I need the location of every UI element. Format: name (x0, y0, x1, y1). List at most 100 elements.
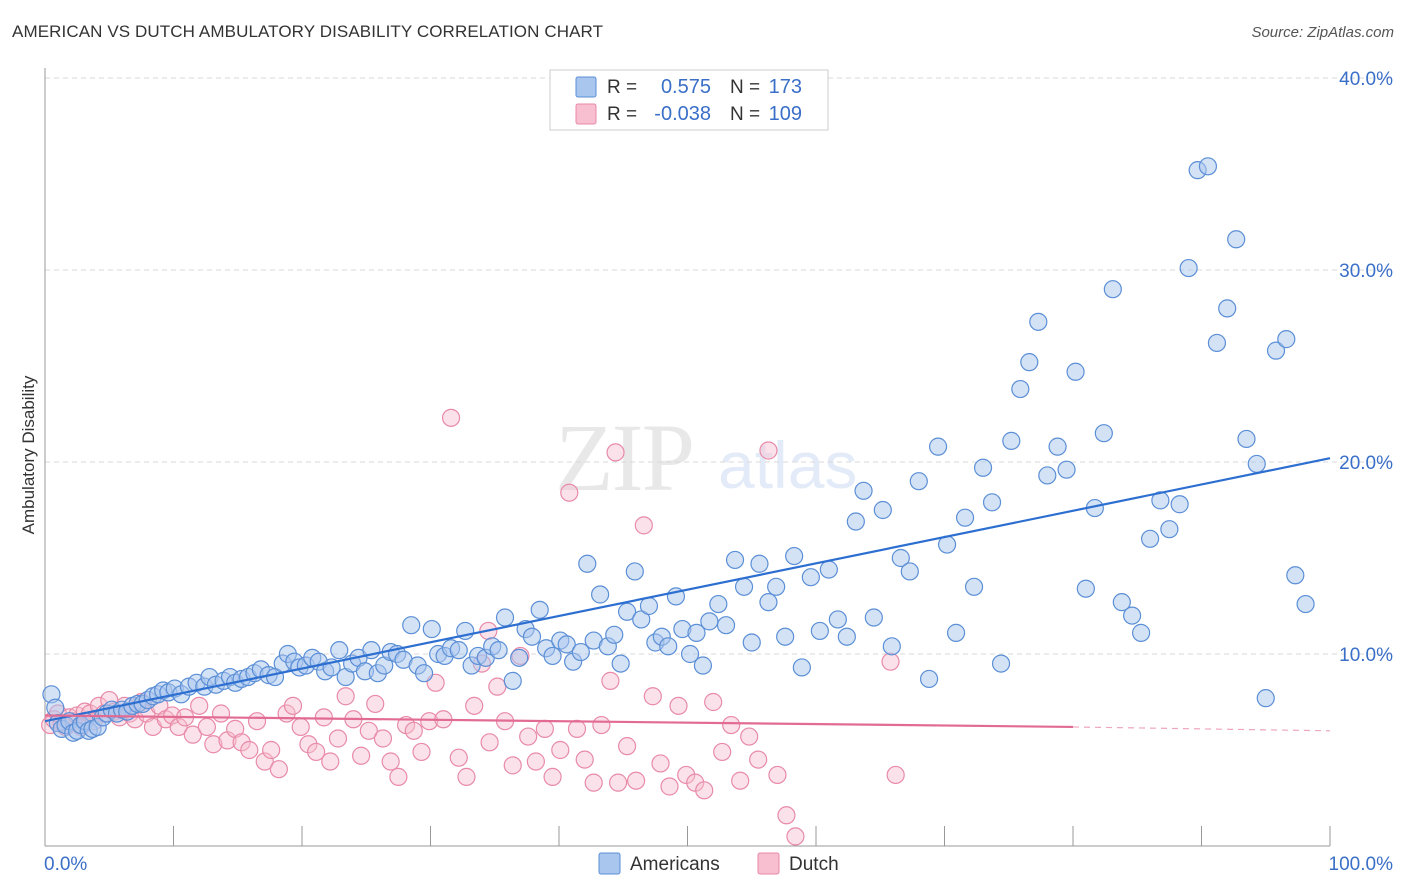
dutch-point (321, 752, 340, 771)
dutch-point (634, 516, 653, 535)
american-point (1179, 258, 1198, 278)
dutch-point (211, 704, 231, 723)
american-point (1048, 437, 1067, 456)
watermark: ZIP atlas (555, 404, 857, 511)
dutch-point (567, 719, 587, 738)
dutch-point (609, 773, 628, 792)
american-point (1020, 353, 1039, 372)
stats-box: R = 0.575 N = 173 R = -0.038 N = 109 (549, 69, 829, 131)
american-point (742, 633, 761, 652)
legend-americans-swatch (598, 852, 621, 875)
american-point (801, 568, 820, 587)
dutch-point (881, 652, 900, 671)
dutch-point (465, 696, 484, 715)
stats-dutch-r-value: -0.038 (654, 103, 711, 125)
y-tick-labels: 10.0% 20.0% 30.0% 40.0% (1339, 69, 1393, 666)
american-points (42, 157, 1315, 742)
american-point (605, 625, 624, 644)
stats-americans-r-label: R = (607, 77, 637, 98)
y-tick-label: 20.0% (1339, 453, 1393, 474)
stats-americans-n-value: 173 (769, 76, 802, 98)
dutch-point (373, 729, 393, 748)
american-point (693, 656, 713, 675)
american-point (1029, 312, 1048, 331)
american-point (864, 608, 883, 627)
stats-dutch-r-label: R = (607, 104, 637, 125)
american-point (946, 623, 966, 642)
american-point (982, 493, 1002, 512)
american-point (1011, 379, 1030, 399)
y-axis-label: Ambulatory Disability (19, 375, 38, 534)
stats-americans-swatch (575, 76, 597, 98)
american-point (882, 637, 901, 656)
american-point (449, 641, 468, 660)
dutch-point (381, 752, 400, 771)
american-point (1286, 566, 1305, 585)
dutch-point (643, 687, 662, 706)
dutch-point (299, 735, 318, 754)
dutch-point (560, 483, 579, 502)
legend-dutch-label: Dutch (789, 854, 839, 875)
american-point (928, 437, 948, 456)
stats-dutch-swatch (575, 103, 597, 125)
dutch-point (601, 671, 620, 690)
american-point (591, 585, 610, 604)
dutch-point (488, 677, 507, 696)
american-point (639, 596, 659, 616)
dutch-point (551, 740, 570, 760)
x-tick-labels: 0.0% 100.0% (44, 854, 1393, 875)
american-point (767, 577, 786, 596)
american-point (510, 648, 529, 667)
dutch-point (169, 717, 188, 737)
y-tick-label: 30.0% (1339, 261, 1393, 282)
dutch-point (359, 721, 378, 740)
american-point (1057, 460, 1076, 479)
american-point (1123, 606, 1142, 625)
dutch-point (740, 727, 759, 746)
dutch-point (695, 781, 714, 800)
dutch-point (669, 696, 688, 715)
american-point (414, 664, 434, 683)
american-point (687, 623, 706, 642)
american-point (1160, 520, 1179, 539)
x-tick-label-min: 0.0% (44, 854, 87, 875)
american-point (632, 610, 651, 629)
dutch-point (731, 771, 750, 790)
american-point (1266, 341, 1286, 360)
dutch-point (592, 715, 611, 735)
source-label: Source: ZipAtlas.com (1251, 24, 1394, 41)
dutch-point (336, 687, 355, 706)
dutch-point (247, 712, 267, 731)
american-point (900, 562, 919, 581)
american-point (991, 654, 1011, 673)
american-point (1277, 330, 1296, 349)
american-point (700, 612, 719, 631)
dutch-point (314, 708, 333, 727)
dutch-point (232, 733, 251, 752)
y-tick-label: 10.0% (1339, 645, 1393, 666)
dutch-point (777, 806, 796, 825)
dutch-point (713, 742, 732, 762)
dutch-point (291, 717, 310, 737)
american-point (1198, 157, 1218, 176)
american-point (495, 608, 515, 627)
american-point (543, 646, 562, 666)
american-point (659, 637, 678, 656)
american-point (1247, 454, 1266, 474)
dutch-point (543, 767, 562, 786)
chart-title: AMERICAN VS DUTCH AMBULATORY DISABILITY … (12, 22, 604, 41)
dutch-trendline-extension (1072, 726, 1331, 732)
american-point (837, 627, 856, 646)
dutch-point (626, 771, 646, 790)
american-point (750, 554, 769, 573)
american-point (810, 621, 829, 641)
american-point (1076, 579, 1095, 598)
american-point (402, 616, 421, 635)
american-point (557, 635, 576, 654)
stats-dutch-n-value: 109 (769, 103, 802, 125)
dutch-point (197, 717, 217, 737)
dutch-point (575, 750, 594, 769)
american-point (759, 593, 778, 612)
american-point (828, 610, 847, 629)
american-point (1094, 424, 1113, 443)
